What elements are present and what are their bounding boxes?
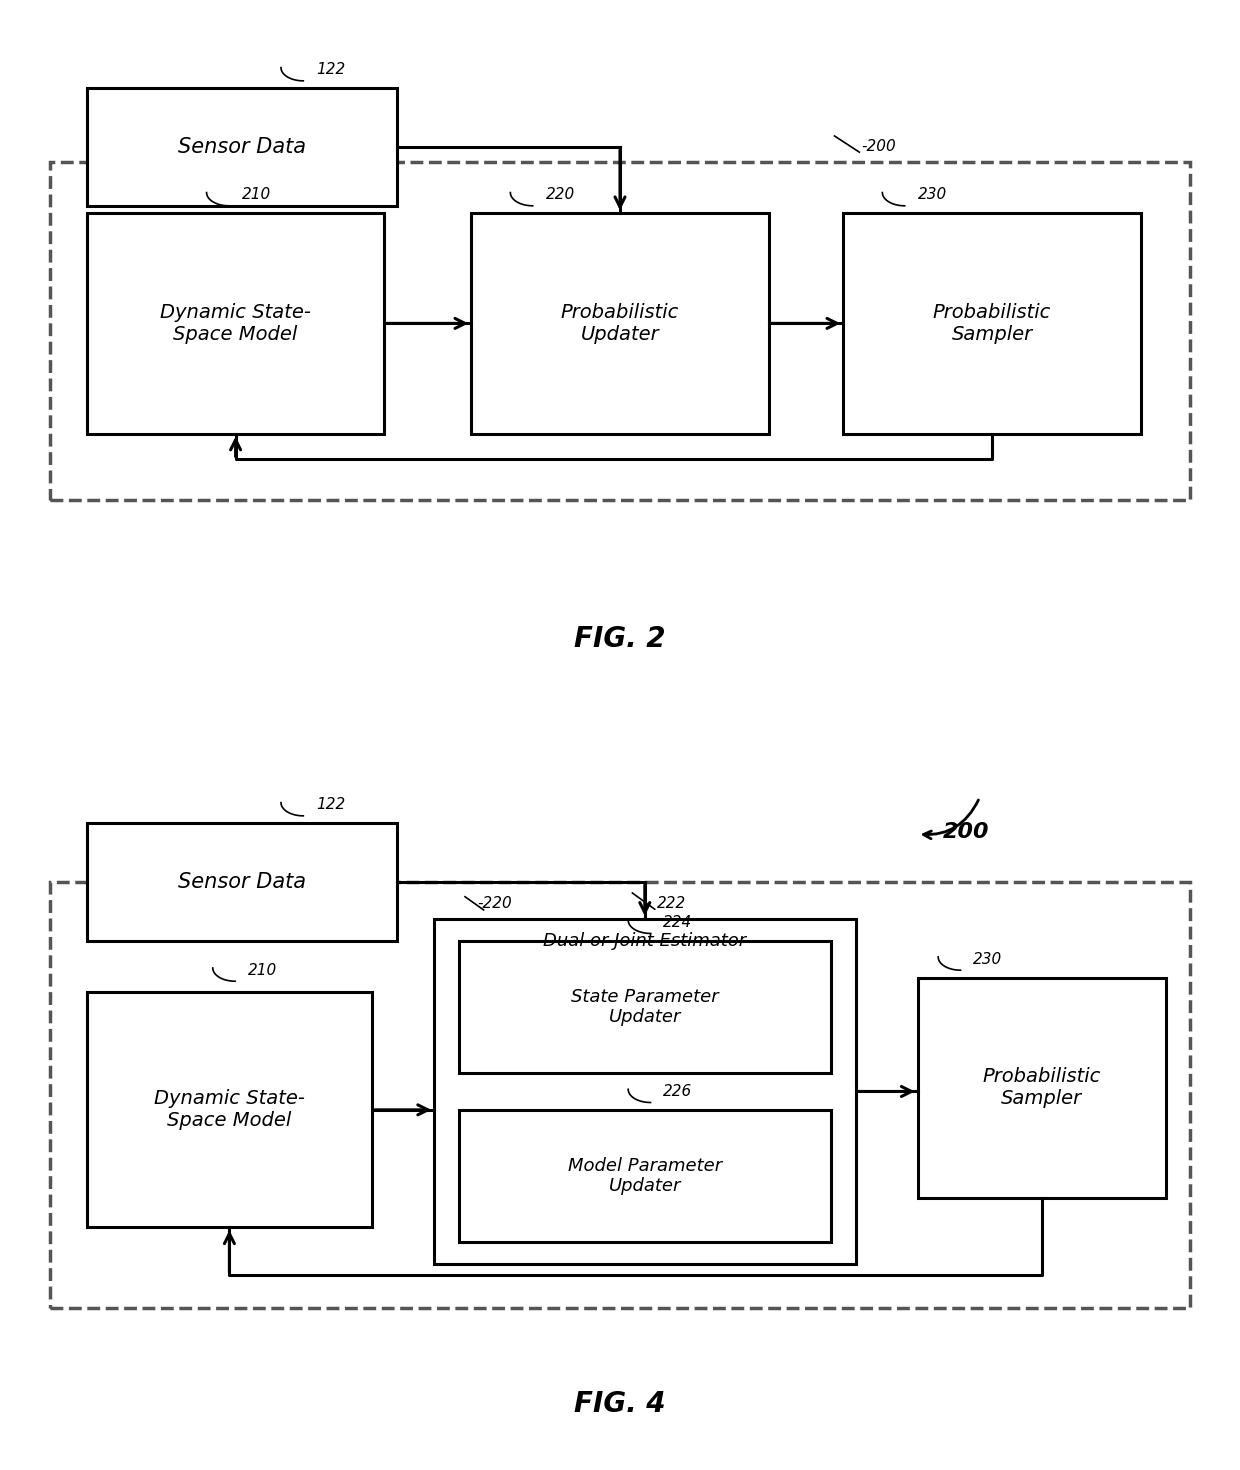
Text: Sensor Data: Sensor Data — [177, 137, 306, 157]
Text: Dynamic State-
Space Model: Dynamic State- Space Model — [160, 303, 311, 344]
Bar — [918, 978, 1166, 1198]
Text: 230: 230 — [973, 951, 1003, 967]
Text: 224: 224 — [663, 914, 693, 931]
Bar — [50, 162, 1190, 500]
Text: Model Parameter
Updater: Model Parameter Updater — [568, 1157, 722, 1195]
Text: Probabilistic
Sampler: Probabilistic Sampler — [932, 303, 1052, 344]
Bar — [434, 919, 856, 1264]
Bar — [87, 88, 397, 206]
Text: 210: 210 — [242, 187, 272, 203]
Text: 230: 230 — [918, 187, 947, 203]
Text: FIG. 2: FIG. 2 — [574, 625, 666, 654]
Bar — [843, 213, 1141, 434]
Text: Dynamic State-
Space Model: Dynamic State- Space Model — [154, 1089, 305, 1130]
Text: 220: 220 — [546, 187, 575, 203]
Text: FIG. 4: FIG. 4 — [574, 1389, 666, 1419]
Text: 226: 226 — [663, 1083, 693, 1100]
Text: Sensor Data: Sensor Data — [177, 872, 306, 892]
Bar — [87, 213, 384, 434]
Text: Probabilistic
Updater: Probabilistic Updater — [560, 303, 680, 344]
Text: -200: -200 — [862, 140, 897, 154]
Bar — [87, 823, 397, 941]
Text: 222: 222 — [657, 897, 687, 911]
Text: -220: -220 — [477, 897, 512, 911]
Bar — [87, 992, 372, 1227]
Text: Dual or Joint Estimator: Dual or Joint Estimator — [543, 932, 746, 950]
Bar — [50, 882, 1190, 1308]
Bar — [471, 213, 769, 434]
Text: Probabilistic
Sampler: Probabilistic Sampler — [982, 1067, 1101, 1108]
Bar — [459, 1110, 831, 1242]
Text: 122: 122 — [316, 797, 346, 811]
Text: 122: 122 — [316, 62, 346, 76]
Text: 200: 200 — [942, 822, 990, 841]
Bar — [459, 941, 831, 1073]
Text: 210: 210 — [248, 963, 278, 978]
Text: State Parameter
Updater: State Parameter Updater — [570, 988, 719, 1026]
